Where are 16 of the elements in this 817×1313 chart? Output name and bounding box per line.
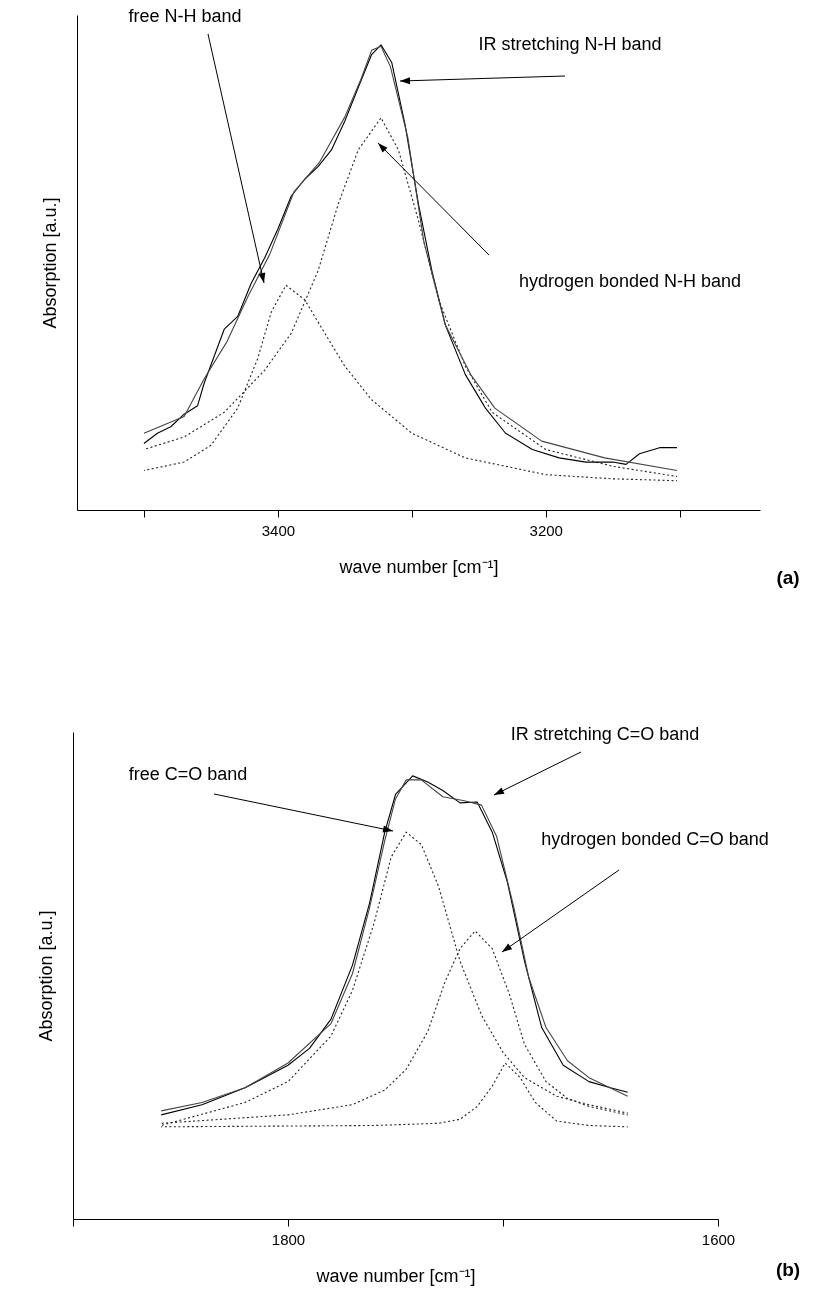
text: (b): [775, 1259, 801, 1280]
text: (a): [776, 567, 800, 588]
annotation: IR stretching N-H band: [478, 34, 662, 54]
x-axis-title: wave number [cm⁻¹]: [315, 1265, 476, 1286]
x-axis-title: wave number [cm⁻¹]: [338, 556, 499, 577]
x-tick-label: 1800: [271, 1230, 306, 1248]
x-tick-label: 1600: [701, 1230, 736, 1248]
y-axis-title: Absorption [a.u.]: [39, 197, 60, 329]
x-tick-label: 3400: [261, 521, 296, 539]
annotation: hydrogen bonded N-H band: [518, 271, 742, 291]
x-tick-label: 3200: [529, 521, 563, 539]
y-axis-title: Absorption [a.u.]: [35, 910, 56, 1042]
annotation: hydrogen bonded C=O band: [541, 829, 769, 849]
text: free N-H band: [128, 6, 242, 26]
annotation: free C=O band: [128, 764, 248, 784]
text: IR stretching C=O band: [510, 724, 700, 744]
